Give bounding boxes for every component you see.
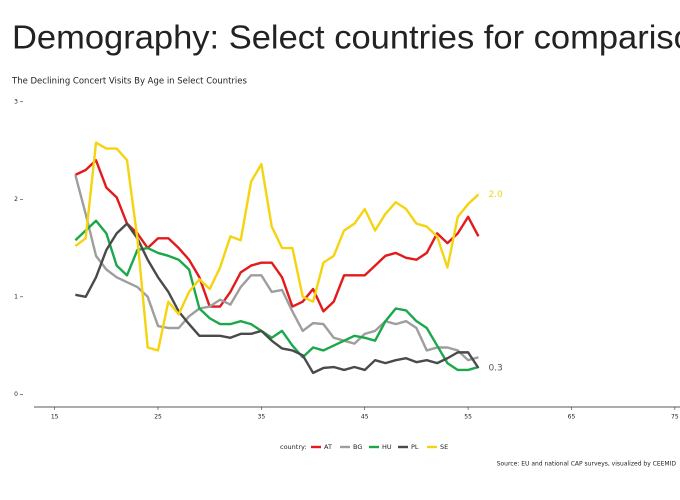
series-line [74,159,480,313]
legend-label: SE [440,443,448,451]
y-tick-label: 3 [14,98,18,105]
source-note: Source: EU and national CAP surveys, vis… [497,461,677,468]
legend-label: AT [324,443,332,451]
series-line [74,219,479,372]
y-tick-label: 2 [14,196,18,203]
series-line [74,141,480,352]
end-label: 2.0 [488,190,503,200]
end-label: 0.3 [488,363,502,373]
legend-label: HU [382,443,392,451]
series-line [75,222,480,375]
x-tick-label: 55 [464,414,472,421]
chart-title: The Declining Concert Visits By Age in S… [11,77,248,87]
x-tick-label: 45 [361,414,369,421]
series-line [74,174,479,362]
legend-label: BG [353,443,362,451]
x-tick-label: 15 [51,414,59,421]
x-tick-label: 35 [258,414,266,421]
y-tick-label: 1 [14,293,18,300]
slide-title: Demography: Select countries for compari… [12,19,680,56]
x-tick-label: 25 [154,414,162,421]
legend-label: PL [411,443,419,451]
x-tick-label: 75 [671,414,679,421]
legend-title: country: [280,443,307,451]
x-tick-label: 65 [568,414,576,421]
y-tick-label: 0 [14,391,18,398]
